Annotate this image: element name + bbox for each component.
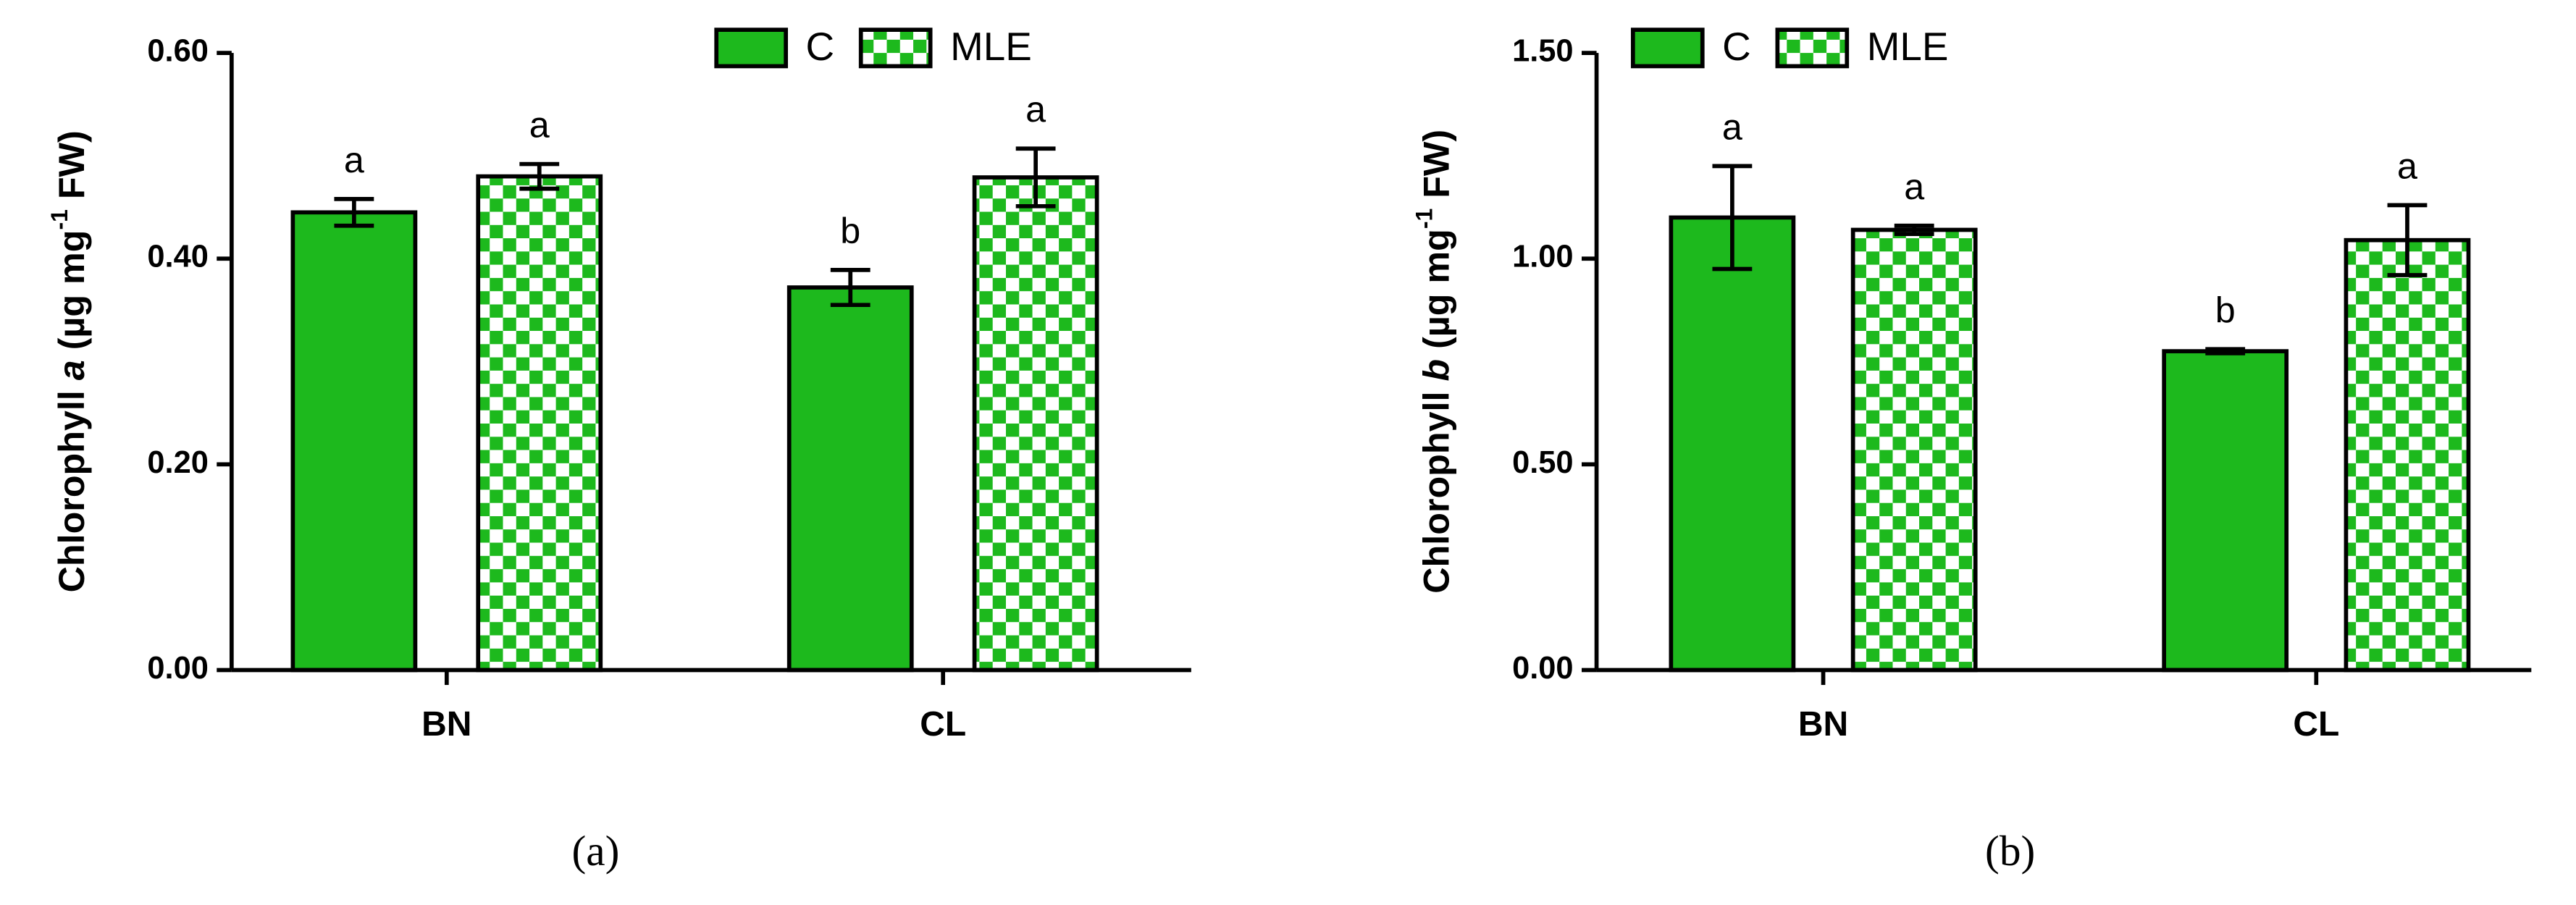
error-bar — [1894, 223, 1934, 237]
significance-letter: b — [2215, 290, 2236, 330]
bar — [476, 174, 603, 673]
significance-letter: a — [2397, 146, 2417, 186]
bar — [1669, 215, 1796, 673]
y-tick-label: 0.40 — [147, 240, 208, 274]
significance-letter: a — [529, 105, 550, 146]
y-label-part: -1 — [46, 209, 72, 230]
x-tick-label: CL — [2293, 705, 2339, 744]
bar — [2344, 237, 2471, 673]
bar — [2162, 349, 2289, 673]
y-axis-label: Chlorophyll a (µg mg-1 FW) — [46, 130, 92, 592]
bar — [786, 285, 914, 673]
significance-letter: a — [344, 140, 364, 180]
error-bar — [334, 196, 374, 228]
y-label-part: Chlorophyll — [1417, 382, 1457, 594]
y-label-part: -1 — [1411, 209, 1438, 229]
y-axis-label: Chlorophyll b (µg mg-1 FW) — [1411, 130, 1457, 594]
panel-caption: (a) — [571, 827, 619, 875]
y-label-part: b — [1417, 359, 1457, 382]
y-tick-label: 0.50 — [1512, 445, 1573, 480]
error-bar — [519, 161, 560, 191]
y-label-part: FW) — [1417, 130, 1457, 209]
y-tick-label: 1.00 — [1512, 240, 1573, 274]
legend-swatch — [714, 28, 789, 69]
x-tick-label: BN — [421, 705, 471, 744]
y-label-part: a — [51, 360, 92, 380]
error-bar — [830, 268, 870, 308]
y-tick-label: 0.00 — [147, 651, 208, 686]
significance-letter: a — [1025, 89, 1046, 130]
bar — [290, 210, 418, 673]
x-tick-label: BN — [1798, 705, 1848, 744]
x-tick-label: CL — [920, 705, 966, 744]
y-label-part: FW) — [51, 130, 92, 209]
significance-letter: a — [1722, 106, 1742, 147]
y-label-part: (µg mg — [51, 230, 92, 361]
significance-letter: a — [1904, 167, 1924, 207]
bar — [1850, 227, 1978, 673]
legend-label: C — [806, 24, 835, 69]
y-tick-label: 0.00 — [1512, 651, 1573, 686]
legend-label: C — [1722, 24, 1751, 69]
bar — [972, 175, 1099, 673]
y-tick-label: 0.60 — [147, 34, 208, 69]
y-label-part: (µg mg — [1417, 229, 1457, 359]
legend-label: MLE — [950, 24, 1032, 69]
legend-swatch — [858, 28, 933, 69]
y-tick-label: 0.20 — [147, 445, 208, 480]
error-bar — [2387, 203, 2428, 277]
panel-caption: (b) — [1985, 827, 2035, 875]
legend-swatch — [1630, 28, 1705, 69]
y-label-part: Chlorophyll — [51, 380, 92, 592]
error-bar — [1015, 146, 1056, 209]
error-bar — [2205, 347, 2246, 355]
significance-letter: b — [840, 211, 860, 251]
y-tick-label: 1.50 — [1512, 34, 1573, 69]
error-bar — [1712, 164, 1753, 272]
legend-label: MLE — [1867, 24, 1949, 69]
legend-swatch — [1775, 28, 1850, 69]
